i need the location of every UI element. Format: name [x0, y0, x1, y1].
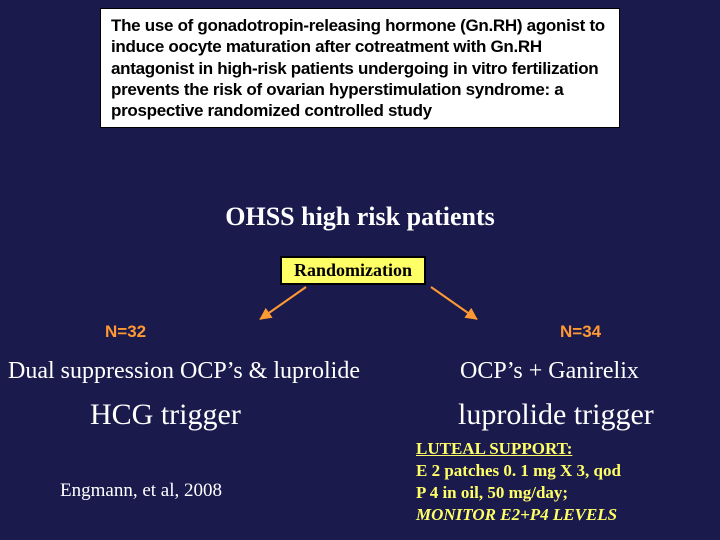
- randomization-box: Randomization: [280, 256, 426, 285]
- luteal-line3: MONITOR E2+P4 LEVELS: [416, 505, 617, 524]
- arrow-right: [430, 286, 477, 320]
- arm-right-line2: luprolide trigger: [458, 398, 654, 432]
- citation: Engmann, et al, 2008: [60, 480, 222, 502]
- arm-right-n: N=34: [560, 322, 601, 342]
- arrow-left: [260, 286, 307, 320]
- luteal-support-block: LUTEAL SUPPORT: E 2 patches 0. 1 mg X 3,…: [416, 438, 621, 526]
- subtitle: OHSS high risk patients: [0, 202, 720, 232]
- luteal-line1: E 2 patches 0. 1 mg X 3, qod: [416, 461, 621, 480]
- arm-right-line1: OCP’s + Ganirelix: [460, 358, 639, 385]
- luteal-heading: LUTEAL SUPPORT:: [416, 439, 572, 458]
- arm-left-n: N=32: [105, 322, 146, 342]
- arm-left-line1: Dual suppression OCP’s & luprolide: [8, 358, 360, 385]
- study-title-box: The use of gonadotropin-releasing hormon…: [100, 8, 620, 128]
- luteal-line2: P 4 in oil, 50 mg/day;: [416, 483, 568, 502]
- arm-left-line2: HCG trigger: [90, 398, 241, 432]
- study-title-text: The use of gonadotropin-releasing hormon…: [111, 15, 609, 121]
